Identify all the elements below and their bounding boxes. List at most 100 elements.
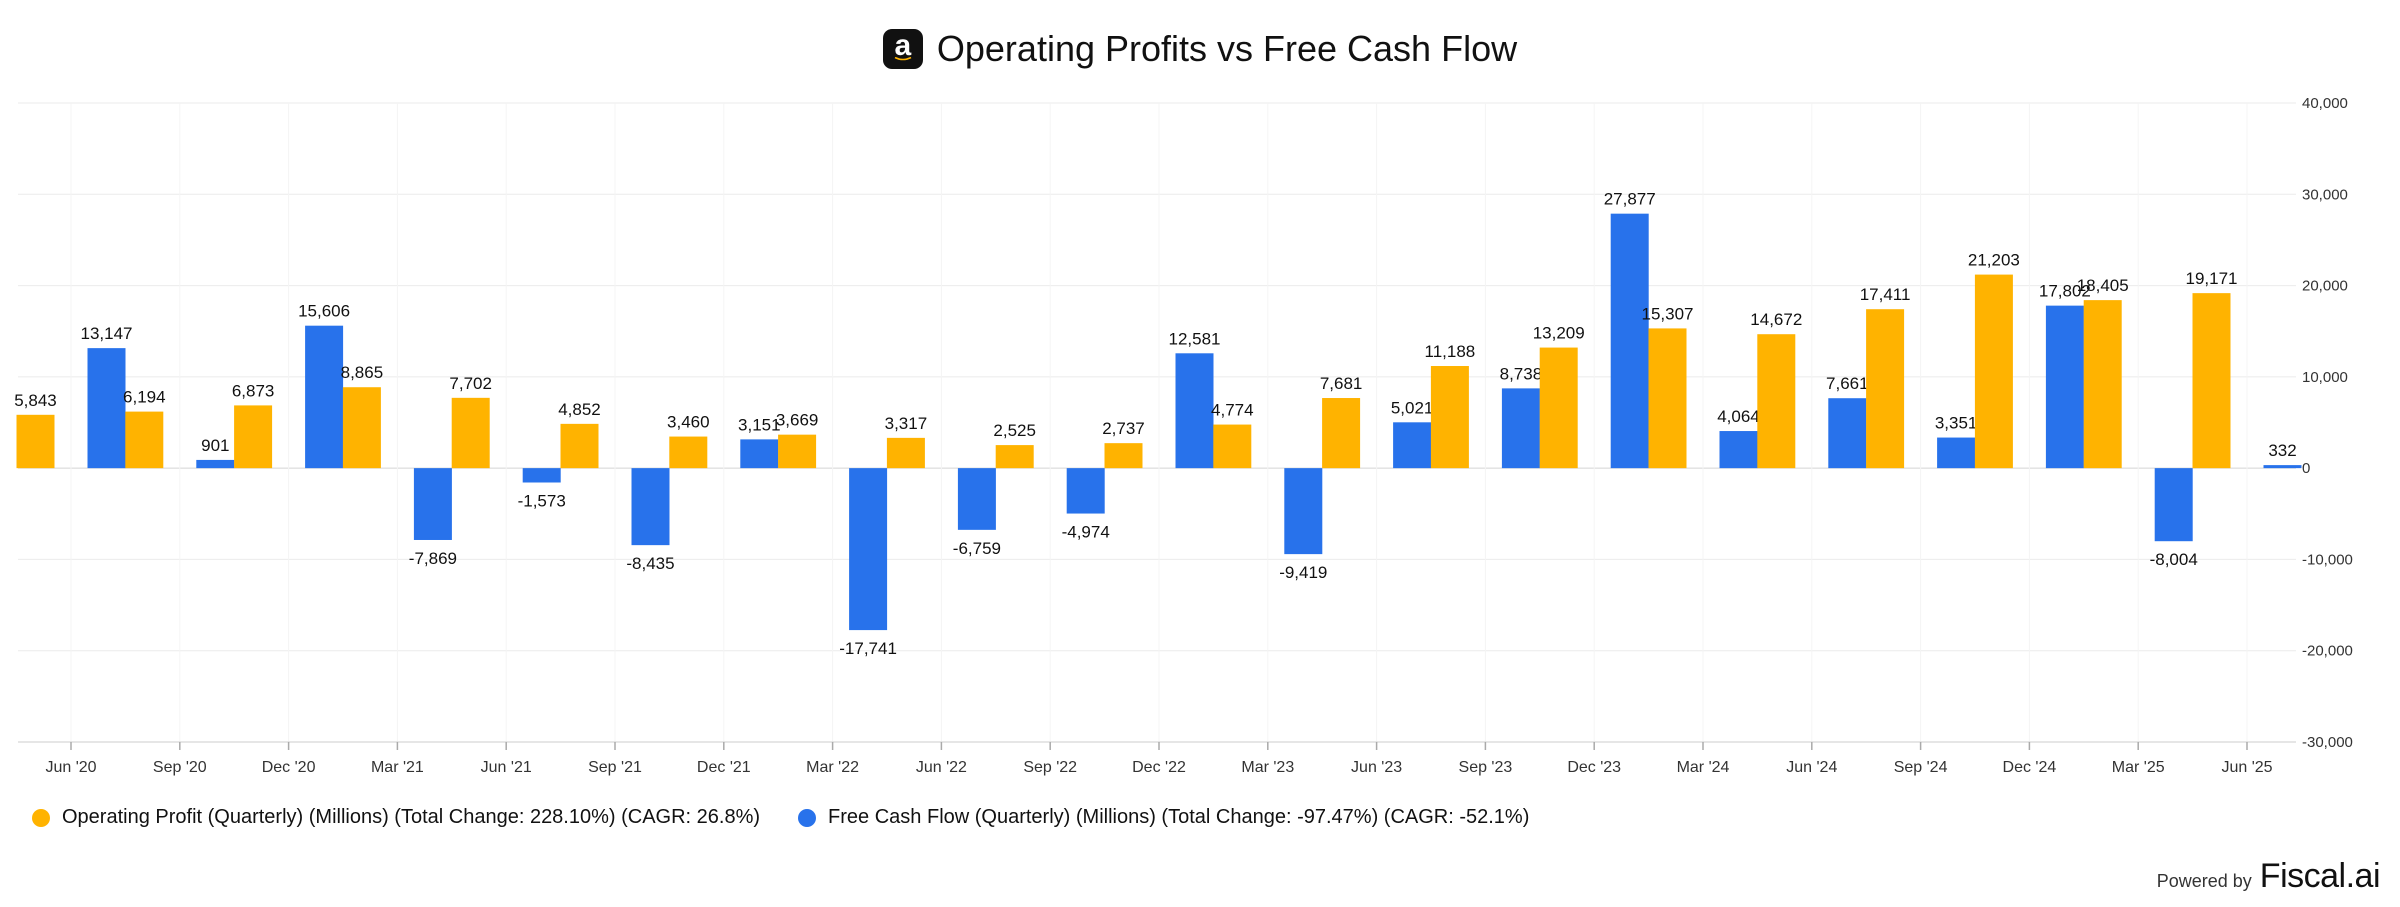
free-cash-flow-bar	[1501, 388, 1540, 469]
x-tick-label: Dec '23	[1567, 759, 1621, 776]
free-cash-flow-bar	[1175, 353, 1214, 469]
free-cash-flow-bar	[740, 439, 779, 469]
operating-profit-bar	[778, 434, 817, 469]
free-cash-flow-bar	[1610, 213, 1649, 469]
x-tick-label: Mar '25	[2112, 759, 2165, 776]
logo-letter: a	[894, 29, 912, 62]
operating-profit-bar	[995, 445, 1034, 469]
free-cash-flow-bar	[413, 468, 452, 540]
x-tick-label: Mar '22	[806, 759, 859, 776]
free-cash-flow-bar	[1066, 468, 1105, 514]
bar-chart: 40,000 30,000 20,000 10,000 0 -10,000 -20,000 -…	[14, 95, 2353, 776]
legend-label-free-cash-flow: Free Cash Flow (Quarterly) (Millions) (T…	[828, 806, 1530, 828]
free-cash-flow-value-label: 3,351	[1935, 414, 1978, 433]
operating-profit-bar	[1974, 274, 2013, 469]
operating-profit-bar	[560, 423, 599, 469]
x-tick-label: Mar '23	[1241, 759, 1294, 776]
operating-profit-bar	[16, 414, 55, 469]
x-tick-label: Jun '21	[481, 759, 532, 776]
free-cash-flow-bar	[1828, 398, 1867, 469]
chart-legend: Operating Profit (Quarterly) (Millions) …	[32, 806, 1567, 829]
free-cash-flow-value-label: -17,741	[839, 639, 897, 658]
y-tick-label: 30,000	[2302, 186, 2348, 203]
operating-profit-value-label: 7,702	[449, 374, 492, 393]
free-cash-flow-bar	[522, 468, 561, 483]
powered-by-label: Powered by	[2156, 871, 2252, 891]
legend-item-free-cash-flow[interactable]: Free Cash Flow (Quarterly) (Millions) (T…	[798, 806, 1529, 829]
amazon-logo-icon: a	[882, 29, 923, 69]
x-tick-label: Sep '20	[153, 759, 207, 776]
operating-profit-value-label: 19,171	[2186, 269, 2238, 288]
free-cash-flow-value-label: 332	[2268, 441, 2296, 460]
operating-profit-value-label: 18,405	[2077, 276, 2129, 295]
operating-profit-bar	[1104, 443, 1143, 469]
operating-profit-value-label: 14,672	[1750, 310, 1802, 329]
free-cash-flow-bar	[196, 459, 235, 469]
free-cash-flow-bar	[1284, 468, 1323, 555]
y-tick-label: -20,000	[2302, 643, 2353, 660]
free-cash-flow-value-label: 12,581	[1169, 329, 1221, 348]
y-tick-label: 10,000	[2302, 369, 2348, 386]
x-tick-label: Dec '21	[697, 759, 751, 776]
x-tick-label: Jun '20	[45, 759, 96, 776]
operating-profit-value-label: 4,774	[1211, 401, 1254, 420]
free-cash-flow-value-label: 17,802	[2039, 282, 2091, 301]
operating-profit-bar	[2083, 300, 2122, 469]
operating-profit-value-label: 2,525	[993, 421, 1036, 440]
brand-logo: Fiscal.ai	[2259, 857, 2381, 895]
operating-profit-value-label: 3,669	[776, 411, 819, 430]
free-cash-flow-value-label: 8,738	[1500, 364, 1543, 383]
free-cash-flow-bar	[87, 348, 126, 469]
free-cash-flow-value-label: -8,004	[2150, 550, 2198, 569]
chart-header: a Operating Profits vs Free Cash Flow	[0, 24, 2400, 74]
operating-profit-swatch	[32, 808, 50, 827]
free-cash-flow-value-label: -6,759	[953, 539, 1001, 558]
free-cash-flow-bar	[1719, 431, 1758, 469]
free-cash-flow-value-label: 4,064	[1717, 407, 1760, 426]
free-cash-flow-bar	[305, 325, 344, 469]
free-cash-flow-bar	[1393, 422, 1432, 469]
operating-profit-value-label: 6,873	[232, 381, 275, 400]
free-cash-flow-bar	[2154, 468, 2193, 542]
x-tick-label: Sep '21	[588, 759, 642, 776]
x-tick-label: Jun '22	[916, 759, 967, 776]
legend-item-operating-profit[interactable]: Operating Profit (Quarterly) (Millions) …	[32, 806, 760, 829]
x-tick-label: Jun '25	[2221, 759, 2272, 776]
operating-profit-bar	[1539, 347, 1578, 469]
x-tick-label: Dec '20	[262, 759, 316, 776]
operating-profit-bar	[1757, 334, 1796, 469]
operating-profit-bar	[1322, 398, 1361, 469]
free-cash-flow-value-label: 7,661	[1826, 374, 1869, 393]
operating-profit-value-label: 2,737	[1102, 419, 1145, 438]
operating-profit-value-label: 15,307	[1642, 304, 1694, 323]
free-cash-flow-swatch	[798, 808, 817, 827]
free-cash-flow-value-label: 27,877	[1604, 190, 1656, 209]
operating-profit-value-label: 3,460	[667, 413, 710, 432]
x-tick-label: Dec '22	[1132, 759, 1186, 776]
operating-profit-bar	[1648, 328, 1687, 469]
chart-title: Operating Profits vs Free Cash Flow	[936, 28, 1518, 69]
operating-profit-value-label: 17,411	[1860, 285, 1911, 304]
y-tick-label: 40,000	[2302, 95, 2348, 112]
logo-smile-icon	[894, 57, 912, 61]
free-cash-flow-bar	[849, 468, 888, 631]
y-tick-label: 20,000	[2302, 278, 2348, 295]
x-tick-label: Jun '24	[1786, 759, 1837, 776]
operating-profit-bar	[669, 436, 708, 469]
operating-profit-value-label: 21,203	[1968, 251, 2020, 270]
operating-profit-value-label: 5,843	[14, 391, 57, 410]
free-cash-flow-value-label: 15,606	[298, 302, 350, 321]
operating-profit-value-label: 8,865	[341, 363, 384, 382]
operating-profit-bar	[1430, 366, 1469, 469]
powered-by[interactable]: Powered by Fiscal.ai	[2156, 857, 2381, 896]
operating-profit-bar	[1213, 424, 1252, 469]
operating-profit-value-label: 13,209	[1533, 324, 1585, 343]
x-tick-label: Jun '23	[1351, 759, 1402, 776]
y-tick-label: -30,000	[2302, 734, 2353, 751]
y-tick-label: -10,000	[2302, 551, 2353, 568]
free-cash-flow-value-label: 5,021	[1391, 398, 1434, 417]
x-tick-label: Mar '21	[371, 759, 424, 776]
free-cash-flow-bar	[2045, 305, 2084, 469]
operating-profit-value-label: 6,194	[123, 388, 166, 407]
x-tick-label: Mar '24	[1677, 759, 1730, 776]
